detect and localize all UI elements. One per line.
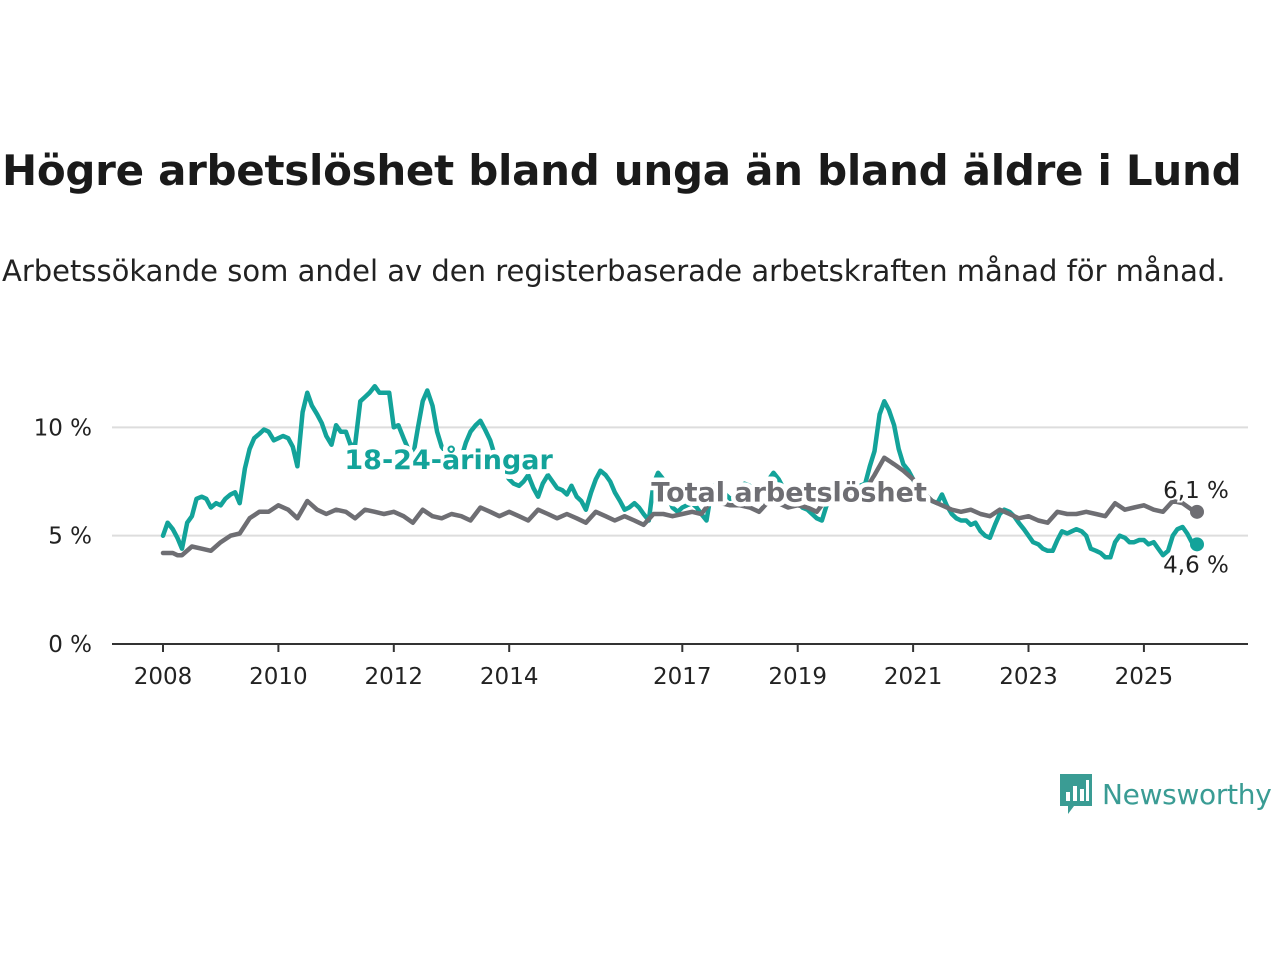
chart-subtitle: Arbetssökande som andel av den registerb… bbox=[2, 254, 1226, 288]
youth-end-label: 4,6 % bbox=[1163, 552, 1229, 578]
newsworthy-logo: Newsworthy bbox=[1058, 772, 1272, 816]
x-tick-label: 2014 bbox=[480, 664, 539, 690]
bar-chart-logo-icon bbox=[1060, 774, 1092, 814]
brand-name: Newsworthy bbox=[1102, 777, 1272, 811]
x-tick-label: 2017 bbox=[653, 664, 712, 690]
line-chart: 0 % 5 % 10 % 2008 2010 2012 2014 2017 2019 2021 20… bbox=[34, 383, 1248, 690]
youth-series-label: 18-24-åringar bbox=[344, 444, 553, 476]
x-tick-label: 2019 bbox=[768, 664, 827, 690]
youth-end-point bbox=[1190, 537, 1204, 552]
chart-title: Högre arbetslöshet bland unga än bland ä… bbox=[2, 146, 1242, 195]
y-tick-label: 0 % bbox=[48, 632, 92, 658]
total-series-label: Total arbetslöshet bbox=[651, 477, 927, 508]
total-series-line bbox=[160, 455, 1200, 558]
total-end-label: 6,1 % bbox=[1163, 478, 1229, 504]
x-tick-label: 2021 bbox=[884, 664, 943, 690]
y-tick-label: 5 % bbox=[48, 524, 92, 550]
x-tick-label: 2012 bbox=[365, 664, 424, 690]
youth-series-line bbox=[160, 383, 1200, 560]
total-end-point bbox=[1190, 504, 1204, 519]
x-tick-label: 2010 bbox=[249, 664, 308, 690]
x-tick-label: 2023 bbox=[999, 664, 1058, 690]
y-tick-label: 10 % bbox=[34, 415, 92, 441]
x-tick-label: 2008 bbox=[134, 664, 193, 690]
x-tick-label: 2025 bbox=[1115, 664, 1174, 690]
